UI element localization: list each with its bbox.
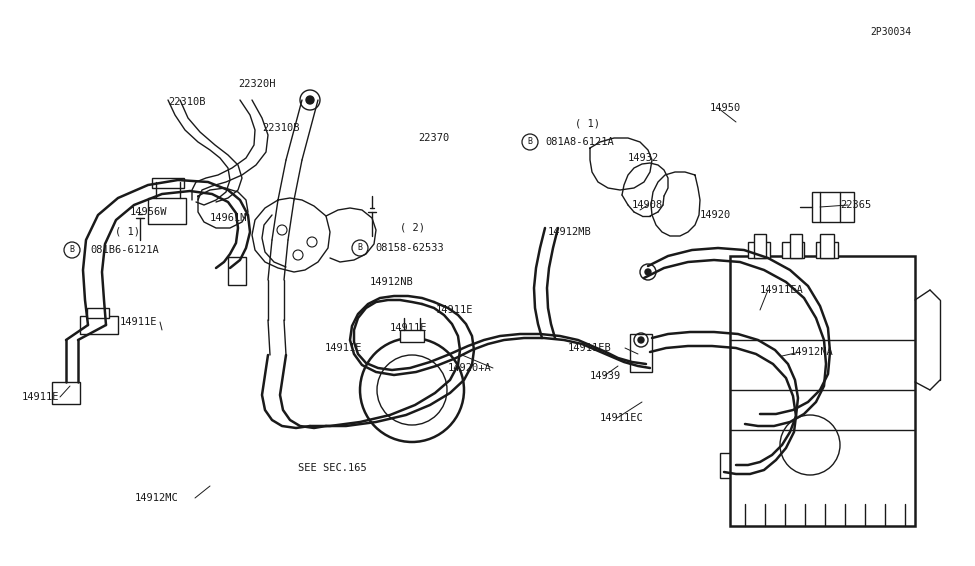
Circle shape bbox=[638, 337, 644, 343]
Text: 14911E: 14911E bbox=[390, 323, 427, 333]
Bar bbox=[228, 257, 246, 285]
Text: 14961M: 14961M bbox=[210, 213, 248, 223]
Bar bbox=[87, 308, 109, 318]
Text: 22370: 22370 bbox=[418, 133, 449, 143]
Bar bbox=[152, 178, 184, 188]
Bar bbox=[748, 242, 770, 258]
Bar bbox=[782, 242, 804, 258]
Circle shape bbox=[306, 96, 314, 104]
Bar bbox=[754, 234, 766, 258]
Bar bbox=[816, 242, 838, 258]
Text: 14912MB: 14912MB bbox=[548, 227, 592, 237]
Bar bbox=[80, 316, 118, 334]
Text: 14908: 14908 bbox=[632, 200, 663, 210]
Bar bbox=[720, 453, 740, 478]
Bar bbox=[812, 192, 854, 222]
Text: B: B bbox=[527, 138, 532, 147]
Text: B: B bbox=[69, 246, 74, 255]
Bar bbox=[148, 198, 186, 224]
Text: 14911E: 14911E bbox=[325, 343, 363, 353]
Text: ( 1): ( 1) bbox=[575, 119, 600, 129]
Text: 22310B: 22310B bbox=[168, 97, 206, 107]
Bar bbox=[52, 382, 80, 404]
Circle shape bbox=[645, 269, 651, 275]
Text: 14920+A: 14920+A bbox=[448, 363, 491, 373]
Text: B: B bbox=[358, 243, 363, 252]
Text: 14911EA: 14911EA bbox=[760, 285, 803, 295]
Bar bbox=[400, 330, 424, 342]
Text: ( 1): ( 1) bbox=[115, 227, 140, 237]
Text: 22320H: 22320H bbox=[238, 79, 276, 89]
Text: 14912NB: 14912NB bbox=[370, 277, 413, 287]
Text: 14911EB: 14911EB bbox=[568, 343, 611, 353]
Text: 14920: 14920 bbox=[700, 210, 731, 220]
Bar bbox=[820, 234, 834, 258]
Text: 14911E: 14911E bbox=[436, 305, 474, 315]
Text: 2P30034: 2P30034 bbox=[870, 27, 911, 37]
Text: 14939: 14939 bbox=[590, 371, 621, 381]
Text: 14956W: 14956W bbox=[130, 207, 168, 217]
Text: 22310B: 22310B bbox=[262, 123, 299, 133]
Text: 081B6-6121A: 081B6-6121A bbox=[90, 245, 159, 255]
Bar bbox=[790, 234, 802, 258]
Text: 14932: 14932 bbox=[628, 153, 659, 163]
Text: 14950: 14950 bbox=[710, 103, 741, 113]
Text: 14911EC: 14911EC bbox=[600, 413, 644, 423]
Text: 081A8-6121A: 081A8-6121A bbox=[545, 137, 613, 147]
Text: 14911E: 14911E bbox=[22, 392, 59, 402]
Text: 08158-62533: 08158-62533 bbox=[375, 243, 444, 253]
Text: ( 2): ( 2) bbox=[400, 223, 425, 233]
Text: 22365: 22365 bbox=[840, 200, 872, 210]
Bar bbox=[730, 256, 915, 526]
Text: 14912NA: 14912NA bbox=[790, 347, 834, 357]
Text: SEE SEC.165: SEE SEC.165 bbox=[298, 463, 367, 473]
Text: 14911E: 14911E bbox=[120, 317, 158, 327]
Text: 14912MC: 14912MC bbox=[135, 493, 178, 503]
Bar bbox=[630, 334, 652, 372]
